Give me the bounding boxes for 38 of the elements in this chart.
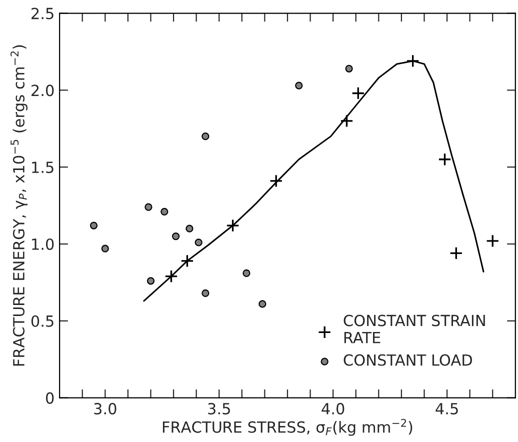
point bbox=[258, 300, 266, 308]
x-tick-label: 4.0 bbox=[322, 402, 344, 414]
x-tick-label: 3.5 bbox=[208, 402, 230, 414]
point bbox=[450, 246, 463, 260]
y-tick-label: 0 bbox=[46, 392, 54, 404]
point bbox=[295, 82, 303, 90]
point bbox=[202, 289, 210, 298]
point bbox=[406, 54, 420, 68]
point bbox=[242, 269, 250, 278]
point bbox=[146, 277, 155, 285]
legend-label: CONSTANT LOAD bbox=[344, 354, 472, 366]
point bbox=[352, 86, 365, 100]
point bbox=[269, 174, 283, 188]
point bbox=[144, 203, 152, 211]
x-tick-label: 3.0 bbox=[94, 402, 116, 414]
y-tick-label: 1.0 bbox=[32, 238, 54, 250]
point bbox=[90, 222, 98, 230]
point bbox=[438, 152, 452, 166]
point bbox=[486, 234, 500, 248]
point bbox=[340, 114, 354, 128]
y-tick-label: 2.0 bbox=[32, 84, 54, 96]
point bbox=[101, 244, 109, 252]
point bbox=[202, 132, 210, 140]
point bbox=[164, 270, 178, 283]
point bbox=[186, 224, 194, 232]
y-tick-label: 0.5 bbox=[31, 315, 54, 327]
x-axis-title: FRACTURE STRESS, σ$_{F}$(kg mm$^{−2}$) bbox=[162, 418, 412, 436]
point bbox=[226, 218, 240, 232]
y-tick-label: 2.5 bbox=[32, 8, 54, 20]
point bbox=[194, 238, 202, 246]
point bbox=[180, 254, 194, 268]
point bbox=[160, 208, 168, 216]
y-tick-label: 1.5 bbox=[32, 162, 54, 174]
point bbox=[172, 232, 180, 240]
legend-label: CONSTANT STRAIN RATE bbox=[344, 314, 485, 344]
x-tick-label: 4.5 bbox=[436, 403, 458, 414]
y-axis-title: FRACTURE ENERGY, γ$_{P}$, x10$^{−5}$ (ergs cm$^{−2}$) bbox=[10, 45, 28, 366]
point bbox=[345, 64, 353, 72]
